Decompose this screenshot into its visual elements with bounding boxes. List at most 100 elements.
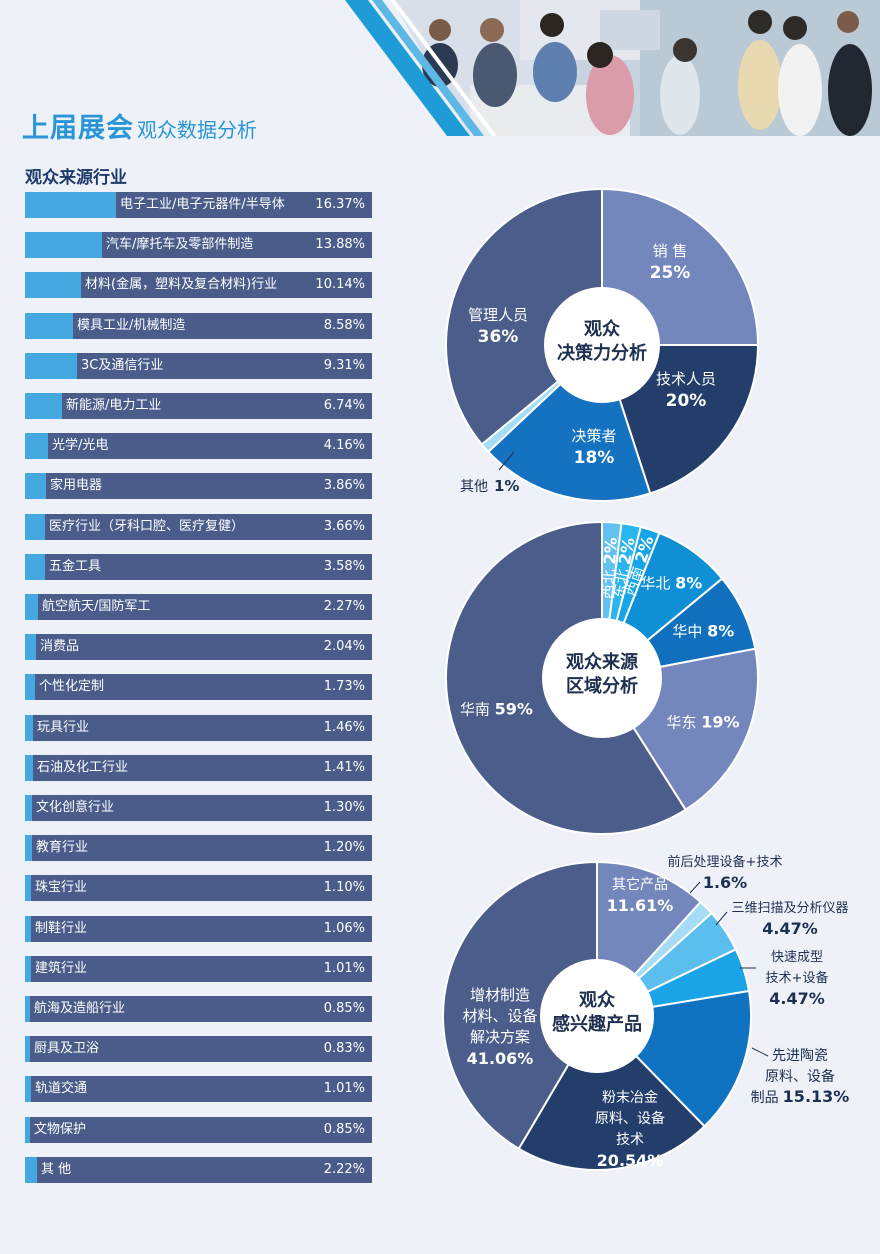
- industry-bar: [25, 955, 31, 982]
- industry-bar-row: 其 他 2.22%: [25, 1156, 372, 1183]
- industry-section-heading: 观众来源行业: [25, 168, 127, 188]
- industry-bar-value: 1.46%: [323, 719, 365, 735]
- industry-bar: [25, 312, 73, 339]
- industry-bar-value: 2.27%: [323, 599, 365, 614]
- industry-bar: [25, 714, 33, 741]
- pie-slice-label: 技术人员: [656, 370, 716, 388]
- industry-bar-value: 1.01%: [323, 1081, 365, 1097]
- pie-slice-value: 18%: [574, 448, 615, 468]
- industry-bar-label: 消费品: [40, 639, 80, 655]
- industry-bar: [25, 433, 48, 460]
- industry-bar: [25, 1076, 31, 1103]
- industry-bar-value: 3.58%: [323, 558, 365, 574]
- industry-bar-row: 航海及造船行业 0.85%: [25, 996, 372, 1022]
- industry-bar-label: 文物保护: [34, 1121, 87, 1137]
- pie-leader-line: [498, 451, 515, 471]
- industry-bar: [25, 674, 35, 701]
- industry-bar-value: 2.22%: [323, 1161, 365, 1177]
- pie-slice-value: 1%: [494, 477, 519, 495]
- industry-bar: [25, 192, 116, 218]
- industry-bar-label: 建筑行业: [35, 960, 88, 976]
- industry-bar-row: 个性化定制 1.73%: [25, 674, 372, 701]
- industry-bar-row: 消费品 2.04%: [25, 634, 372, 661]
- industry-bar-row: 石油及化工行业 1.41%: [25, 754, 372, 781]
- industry-bar-value: 8.58%: [323, 317, 365, 333]
- industry-bar-row: 家用电器 3.86%: [25, 473, 372, 500]
- industry-bar-row: 厨具及卫浴 0.83%: [25, 1036, 372, 1063]
- industry-bar-label: 石油及化工行业: [37, 759, 129, 775]
- industry-bar-row: 玩具行业 1.46%: [25, 714, 372, 741]
- industry-bar-label: 教育行业: [36, 840, 89, 856]
- page-subtitle: 观众数据分析: [137, 118, 257, 142]
- pie-slice-value: 25%: [650, 263, 691, 283]
- industry-bar-row: 新能源/电力工业 6.74%: [25, 393, 372, 419]
- industry-bar-value: 0.85%: [323, 1121, 365, 1137]
- industry-bar-value: 3.86%: [323, 478, 365, 494]
- header-photo: [0, 0, 880, 136]
- industry-bar-label: 玩具行业: [37, 719, 90, 735]
- pie-slice-label: 决策者: [571, 427, 616, 445]
- industry-bar-value: 3.66%: [323, 518, 365, 534]
- industry-bar: [25, 232, 102, 259]
- industry-bar-value: 0.85%: [323, 1001, 365, 1016]
- pie-slice: [445, 187, 603, 446]
- industry-bar-row: 文化创意行业 1.30%: [25, 795, 372, 821]
- industry-bar-row: 医疗行业（牙科口腔、医疗复健） 3.66%: [25, 513, 372, 540]
- industry-bar-row: 珠宝行业 1.10%: [25, 875, 372, 902]
- industry-bar-value: 1.06%: [323, 920, 365, 936]
- industry-bar-row: 制鞋行业 1.06%: [25, 915, 372, 942]
- industry-bar-value: 1.10%: [323, 880, 365, 896]
- industry-bar-value: 2.04%: [323, 639, 365, 655]
- pie-center: [544, 287, 660, 403]
- industry-bar: [25, 1116, 30, 1143]
- industry-bar-value: 6.74%: [323, 398, 365, 413]
- industry-bar-row: 轨道交通 1.01%: [25, 1076, 372, 1103]
- industry-bar-label: 光学/光电: [52, 438, 109, 454]
- industry-bar-value: 13.88%: [315, 237, 365, 253]
- industry-bar-row: 汽车/摩托车及零部件制造 13.88%: [25, 232, 372, 259]
- industry-bar-label: 电子工业/电子元器件/半导体: [120, 197, 285, 212]
- industry-bar-row: 光学/光电 4.16%: [25, 433, 372, 460]
- pie-slice-value: 20%: [666, 391, 707, 411]
- industry-bar-label: 家用电器: [50, 478, 103, 494]
- industry-bar: [25, 1156, 37, 1183]
- industry-bar-label: 珠宝行业: [35, 880, 88, 896]
- industry-bar-row: 建筑行业 1.01%: [25, 955, 372, 982]
- industry-bar: [25, 634, 36, 661]
- industry-bar-row: 材料(金属，塑料及复合材料)行业 10.14%: [25, 272, 372, 299]
- pie-slice-label: 其他: [460, 479, 488, 495]
- pie-center-title: 决策力分析: [557, 342, 647, 364]
- industry-bar-label: 制鞋行业: [35, 920, 88, 936]
- industry-bar: [25, 835, 32, 862]
- industry-bar-value: 1.41%: [323, 759, 365, 775]
- industry-bar-label: 五金工具: [49, 558, 102, 574]
- industry-bar: [25, 754, 33, 781]
- page-title: 上届展会: [22, 113, 134, 144]
- industry-bar-label: 模具工业/机械制造: [77, 317, 186, 333]
- pie-slice-value: 36%: [478, 327, 519, 347]
- industry-bar: [25, 513, 45, 540]
- industry-bar-value: 16.37%: [315, 197, 365, 212]
- industry-bar-row: 模具工业/机械制造 8.58%: [25, 312, 372, 339]
- industry-bar-label: 材料(金属，塑料及复合材料)行业: [85, 277, 278, 293]
- industry-bar: [25, 393, 62, 419]
- industry-bar-row: 电子工业/电子元器件/半导体 16.37%: [25, 192, 372, 218]
- industry-bar-label: 医疗行业（牙科口腔、医疗复健）: [49, 518, 245, 534]
- industry-bar-value: 4.16%: [323, 438, 365, 454]
- industry-bar-label: 轨道交通: [35, 1081, 88, 1097]
- industry-bar-row: 五金工具 3.58%: [25, 553, 372, 580]
- industry-bar-label: 航海及造船行业: [34, 1001, 126, 1016]
- industry-bar-label: 航空航天/国防军工: [42, 599, 151, 614]
- industry-bar: [25, 594, 38, 620]
- industry-bar-row: 3C及通信行业 9.31%: [25, 352, 372, 379]
- industry-bar-value: 1.30%: [323, 800, 365, 815]
- pie-slice-label: 管理人员: [468, 306, 528, 324]
- industry-bar: [25, 352, 77, 379]
- industry-bar: [25, 1036, 30, 1063]
- industry-bar-label: 文化创意行业: [36, 800, 115, 815]
- industry-bar-label: 汽车/摩托车及零部件制造: [106, 237, 254, 253]
- industry-bar-row: 文物保护 0.85%: [25, 1116, 372, 1143]
- industry-bar-value: 1.01%: [323, 960, 365, 976]
- industry-bar-value: 1.73%: [323, 679, 365, 695]
